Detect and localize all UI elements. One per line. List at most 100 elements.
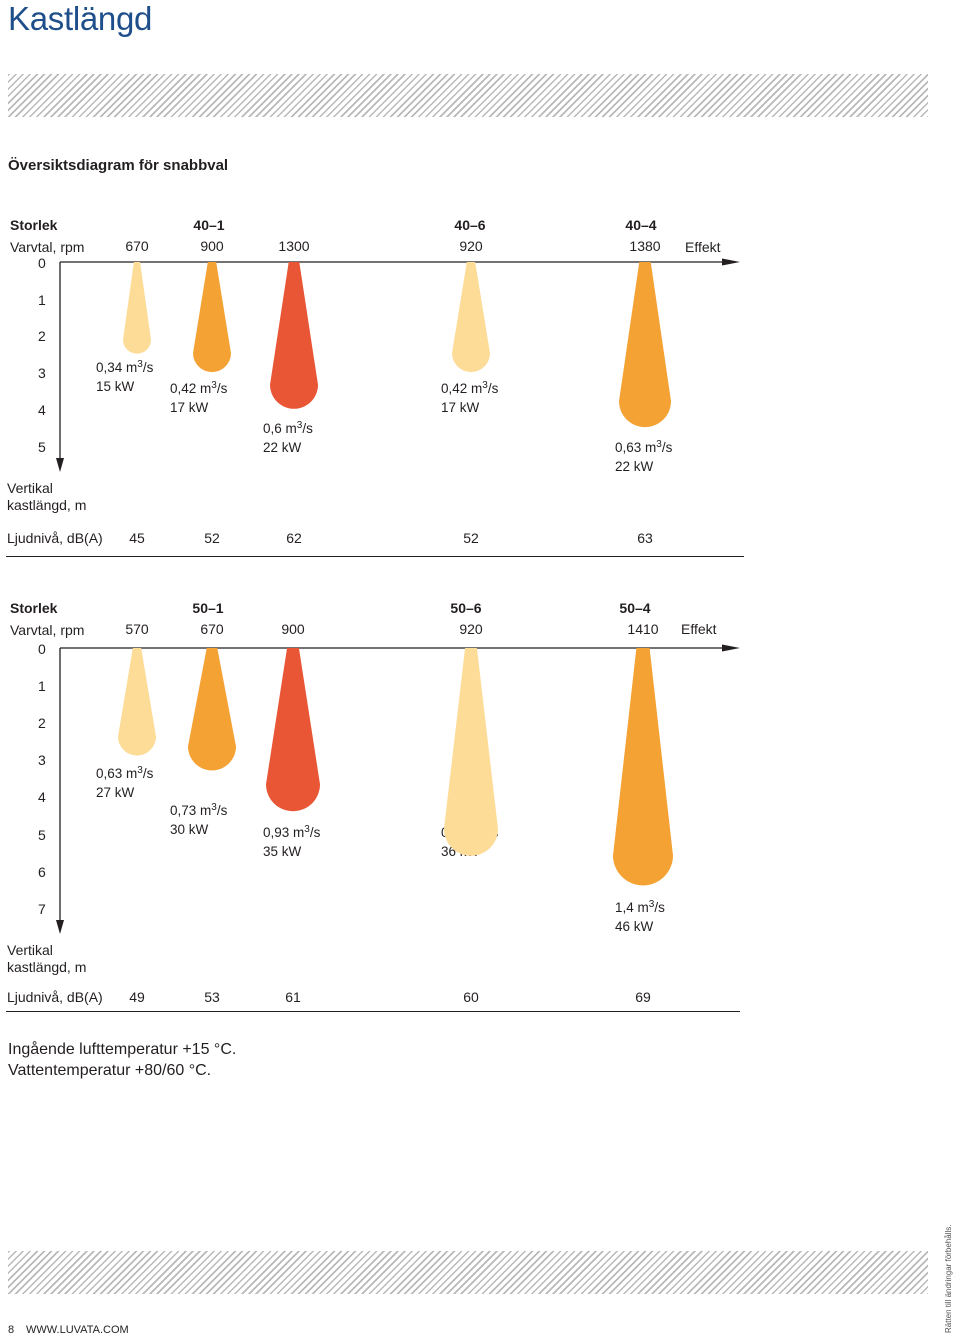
sound-level-value: 62 [286, 530, 302, 546]
rpm-value: 920 [459, 621, 483, 637]
rpm-value: 670 [125, 238, 149, 254]
varvtal-label: Varvtal, rpm [10, 622, 85, 638]
sound-level-value: 52 [463, 530, 479, 546]
flow-power-label: 0,6 m3/s 22 kW [263, 416, 313, 457]
airflow-value: 0,42 m3/s [441, 380, 499, 396]
rpm-value: 1410 [627, 621, 659, 637]
flow-power-label: 0,34 m3/s 15 kW [96, 355, 153, 396]
bottom-rule [6, 556, 744, 557]
page-number: 8 [8, 1324, 15, 1336]
note-water-temperature: Vattentemperatur +80/60 °C. [8, 1062, 212, 1079]
sound-level-value: 63 [637, 530, 653, 546]
throw-plume [266, 648, 320, 812]
throw-plume [123, 262, 152, 354]
vertical-axis-label: Vertikal kastlängd, m [7, 480, 87, 513]
throw-plume [613, 648, 673, 886]
size-label: 40–4 [625, 217, 657, 233]
throw-plume [444, 648, 498, 856]
throw-plume [118, 648, 156, 756]
throw-plume [193, 262, 231, 373]
y-tick-label: 1 [38, 678, 46, 695]
rpm-value: 670 [200, 621, 224, 637]
section-subtitle: Översiktsdiagram för snabbval [8, 157, 229, 174]
effekt-axis-arrow [722, 644, 740, 652]
y-tick-label: 6 [38, 863, 46, 880]
heat-output-value: 35 kW [263, 844, 302, 859]
y-tick-label: 4 [38, 401, 46, 418]
footer-url[interactable]: WWW.LUVATA.COM [26, 1324, 129, 1336]
size-label: 50–1 [192, 600, 224, 616]
throw-plume [270, 262, 318, 409]
flow-power-label: 0,42 m3/s 17 kW [441, 376, 498, 417]
y-tick-label: 0 [38, 255, 46, 271]
vertical-axis-label: Vertikal kastlängd, m [7, 942, 87, 975]
size-label: 40–1 [193, 217, 225, 233]
heat-output-value: 17 kW [170, 400, 209, 415]
sound-level-value: 61 [285, 989, 301, 1005]
sound-level-value: 69 [635, 989, 651, 1005]
heat-output-value: 22 kW [615, 459, 654, 474]
flow-power-label: 0,63 m3/s 22 kW [615, 435, 672, 476]
size-label: 40–6 [454, 217, 486, 233]
heat-output-value: 22 kW [263, 440, 302, 455]
y-tick-label: 1 [38, 291, 46, 308]
size-label: 50–4 [619, 600, 651, 616]
airflow-value: 0,63 m3/s [96, 765, 154, 781]
throw-plume [619, 262, 671, 428]
throw-plume [188, 648, 236, 771]
effekt-axis-arrow [722, 258, 740, 266]
y-tick-label: 5 [38, 826, 46, 843]
heat-output-value: 27 kW [96, 785, 135, 800]
y-tick-label: 7 [38, 900, 46, 917]
y-tick-label: 5 [38, 438, 46, 455]
airflow-value: 0,93 m3/s [263, 824, 321, 840]
sound-level-value: 52 [204, 530, 220, 546]
sound-level-value: 53 [204, 989, 220, 1005]
flow-power-label: 0,93 m3/s 35 kW [263, 820, 320, 861]
heat-output-value: 46 kW [615, 919, 654, 934]
y-tick-label: 4 [38, 789, 46, 806]
y-tick-label: 3 [38, 365, 46, 382]
note-air-temperature: Ingående lufttemperatur +15 °C. [8, 1041, 237, 1058]
flow-power-label: 0,42 m3/s 17 kW [170, 376, 227, 417]
y-tick-label: 2 [38, 715, 46, 732]
y-tick-label: 2 [38, 328, 46, 345]
rpm-value: 920 [459, 238, 483, 254]
effekt-label: Effekt [685, 239, 721, 255]
rpm-value: 570 [125, 621, 149, 637]
rpm-value: 900 [200, 238, 224, 254]
airflow-value: 0,73 m3/s [170, 802, 228, 818]
sound-level-value: 45 [129, 530, 145, 546]
storlek-label: Storlek [10, 600, 58, 616]
airflow-value: 1,4 m3/s [615, 899, 665, 915]
flow-power-label: 0,73 m3/s 30 kW [170, 798, 227, 839]
size-label: 50–6 [450, 600, 482, 616]
throw-axis-arrow [56, 920, 64, 934]
effekt-label: Effekt [681, 621, 717, 637]
rpm-value: 1380 [629, 238, 661, 254]
ljudniva-label: Ljudnivå, dB(A) [7, 989, 103, 1005]
ljudniva-label: Ljudnivå, dB(A) [7, 530, 103, 546]
rpm-value: 900 [281, 621, 305, 637]
throw-plume [452, 262, 490, 373]
airflow-value: 0,42 m3/s [170, 380, 228, 396]
flow-power-label: 1,4 m3/s 46 kW [615, 895, 665, 936]
varvtal-label: Varvtal, rpm [10, 239, 85, 255]
bottom-rule [6, 1011, 740, 1012]
storlek-label: Storlek [10, 217, 58, 233]
heat-output-value: 30 kW [170, 822, 209, 837]
sound-level-value: 60 [463, 989, 479, 1005]
page-title: Kastlängd [8, 0, 153, 37]
airflow-value: 0,34 m3/s [96, 359, 154, 375]
heat-output-value: 17 kW [441, 400, 480, 415]
airflow-value: 0,63 m3/s [615, 439, 673, 455]
y-tick-label: 3 [38, 752, 46, 769]
sound-level-value: 49 [129, 989, 145, 1005]
airflow-value: 0,6 m3/s [263, 420, 313, 436]
throw-axis-arrow [56, 458, 64, 472]
hatched-band-top [8, 74, 928, 117]
rpm-value: 1300 [278, 238, 310, 254]
y-tick-label: 0 [38, 641, 46, 657]
hatched-band-bottom [8, 1251, 928, 1294]
